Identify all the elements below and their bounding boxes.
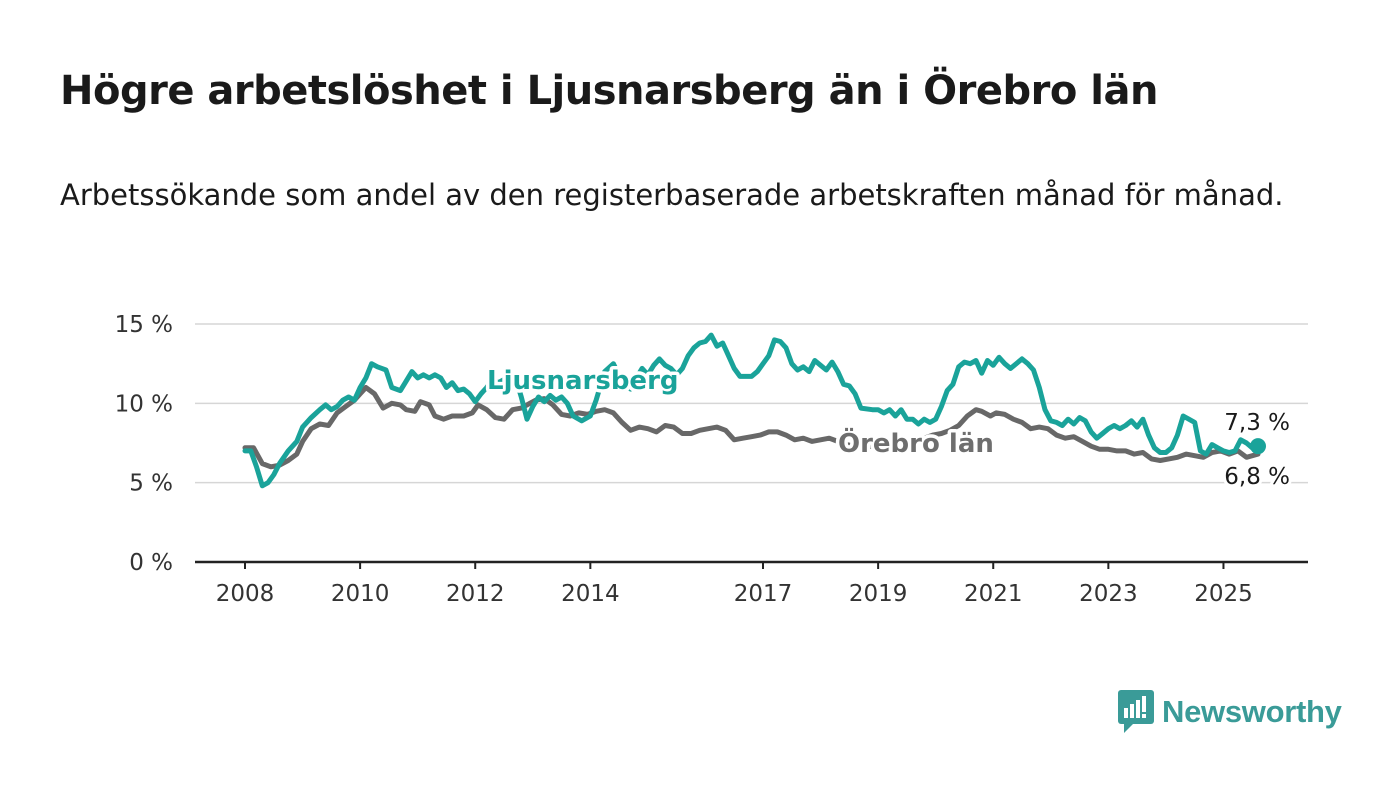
series-label-orebro-lan: Örebro län — [838, 426, 994, 459]
end-value-ljusnarsberg: 7,3 % — [1224, 410, 1290, 436]
y-tick-label: 0 % — [129, 550, 173, 576]
series-line-ljusnarsberg — [242, 332, 1261, 489]
chart-title: Högre arbetslöshet i Ljusnarsberg än i Ö… — [60, 68, 1158, 114]
y-tick-label: 10 % — [115, 391, 173, 417]
x-tick-label: 2021 — [964, 581, 1023, 607]
x-tick-label: 2017 — [734, 581, 793, 607]
newsworthy-logo: Newsworthy — [1118, 690, 1342, 734]
y-tick-label: 5 % — [129, 471, 173, 497]
y-tick-label: 15 % — [115, 312, 173, 338]
newsworthy-logo-icon — [1118, 690, 1154, 733]
gridlines — [195, 323, 1308, 484]
x-tick-label: 2014 — [561, 581, 620, 607]
x-tick-label: 2008 — [216, 581, 275, 607]
end-marker-ljusnarsberg — [1250, 438, 1266, 455]
x-tick-label: 2023 — [1079, 581, 1138, 607]
y-axis: 0 % 5 % 10 % 15 % — [115, 312, 173, 576]
series-line-orebro-lan — [242, 385, 1261, 470]
x-axis: 2008 2010 2012 2014 2017 2019 2021 2023 2025 — [195, 560, 1308, 607]
chart-subtitle: Arbetssökande som andel av den registerb… — [60, 178, 1284, 212]
brand-name: Newsworthy — [1162, 694, 1342, 729]
x-tick-label: 2019 — [849, 581, 908, 607]
series-label-ljusnarsberg-halo: Ljusnarsberg — [487, 366, 679, 396]
series-lines — [242, 332, 1266, 489]
end-value-orebro-lan: 6,8 % — [1224, 464, 1290, 490]
series-label-orebro-lan-halo: Örebro län — [838, 426, 994, 459]
series-label-ljusnarsberg: Ljusnarsberg — [487, 366, 679, 396]
x-tick-label: 2012 — [446, 581, 505, 607]
x-tick-label: 2010 — [331, 581, 390, 607]
x-tick-label: 2025 — [1194, 581, 1253, 607]
